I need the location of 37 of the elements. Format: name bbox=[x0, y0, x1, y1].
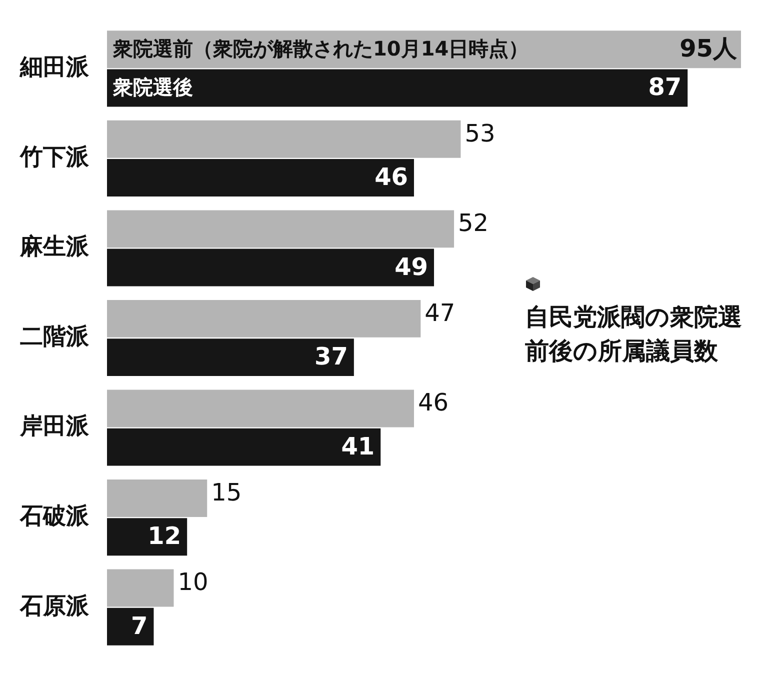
bar bbox=[107, 390, 414, 428]
series-label: 衆院選前（衆院が解散された10月14日時点） bbox=[112, 36, 529, 61]
bar bbox=[107, 159, 414, 196]
data-label: 53 bbox=[464, 119, 496, 148]
data-label: 46 bbox=[418, 388, 449, 417]
y-tick-label: 岸田派 bbox=[19, 414, 90, 440]
bar bbox=[107, 248, 434, 286]
y-tick-label: 竹下派 bbox=[19, 144, 90, 170]
bar bbox=[107, 69, 688, 107]
data-label: 49 bbox=[394, 252, 428, 281]
data-label: 12 bbox=[148, 522, 182, 550]
y-tick-label: 麻生派 bbox=[19, 234, 90, 260]
series-label: 衆院選後 bbox=[112, 75, 193, 100]
bar bbox=[107, 210, 454, 248]
data-label: 15 bbox=[211, 478, 242, 506]
data-label: 37 bbox=[314, 342, 348, 371]
text: 自民党派閥の衆院選前後の所属議員数 bbox=[525, 302, 743, 367]
data-label: 7 bbox=[131, 612, 148, 640]
y-tick-label: 細田派 bbox=[19, 54, 90, 81]
bar bbox=[107, 569, 174, 607]
data-label: 41 bbox=[341, 432, 375, 460]
data-label: 87 bbox=[648, 73, 682, 102]
y-tick-label: 二階派 bbox=[20, 324, 90, 350]
bar bbox=[107, 300, 421, 338]
bar bbox=[107, 120, 461, 158]
data-label: 47 bbox=[424, 298, 456, 327]
bar bbox=[107, 608, 154, 646]
y-tick-label: 石原派 bbox=[19, 593, 90, 620]
y-tick-label: 石破派 bbox=[19, 504, 90, 530]
bar bbox=[107, 518, 188, 556]
data-label: 95人 bbox=[680, 34, 738, 63]
data-label: 46 bbox=[374, 162, 408, 191]
data-label: 52 bbox=[458, 209, 489, 238]
bar bbox=[107, 480, 208, 517]
data-label: 10 bbox=[178, 568, 208, 596]
bar bbox=[107, 338, 354, 376]
bar bbox=[107, 428, 381, 466]
